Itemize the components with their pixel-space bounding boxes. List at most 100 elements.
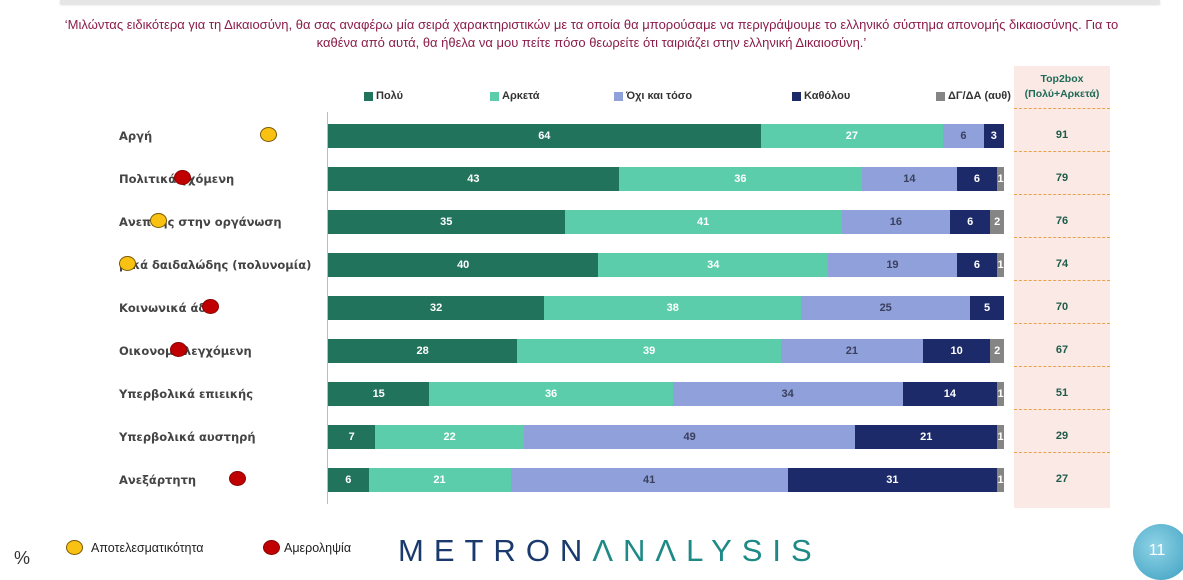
- legend-label: Όχι και τόσο: [626, 90, 693, 102]
- bar-value-label: 21: [433, 474, 446, 486]
- bar-value-label: 21: [845, 345, 858, 357]
- bar-segment: 41: [564, 210, 842, 234]
- bar-value-label: 64: [538, 130, 551, 142]
- category-label-text: Υπερβολικά αυστηρή: [119, 430, 256, 444]
- bar-value-label: 27: [845, 130, 858, 142]
- top2box-header: Top2box (Πολύ+Αρκετά): [1014, 72, 1110, 102]
- bar-segment: 25: [801, 296, 971, 320]
- logo-part-1: METRON: [398, 533, 593, 568]
- category-label-text: Ανεπ: [119, 215, 152, 229]
- bar-segment: 16: [841, 210, 950, 234]
- top2box-separator: [1014, 151, 1110, 152]
- impartiality-marker-icon: [263, 540, 280, 555]
- bar-segment: 1: [997, 425, 1004, 449]
- bar-value-label: 5: [984, 302, 991, 314]
- bar-value-label: 40: [457, 259, 470, 271]
- bar-value-label: 34: [707, 259, 720, 271]
- category-label-text: Αργή: [119, 129, 153, 143]
- bar-segment: 21: [855, 425, 998, 449]
- key-impartiality-label: Αμεροληψία: [284, 540, 352, 555]
- top2box-value: 27: [1055, 473, 1069, 485]
- bar-value-label: 34: [781, 388, 794, 400]
- impartiality-marker-icon: [170, 342, 187, 357]
- category-label-text: Κοινωνικά άδ: [119, 301, 207, 315]
- top2box-value: 76: [1055, 215, 1069, 227]
- bar-value-label: 1: [997, 173, 1004, 185]
- category-label-text: Πολιτικά: [119, 172, 181, 186]
- effectiveness-marker-icon: [66, 540, 83, 555]
- bar-value-label: 1: [997, 259, 1004, 271]
- bar-value-label: 15: [372, 388, 385, 400]
- bar-segment: 2: [990, 210, 1004, 234]
- survey-question: ‘Μιλώντας ειδικότερα για τη Δικαιοσύνη, …: [0, 16, 1183, 52]
- bar-row: 32 38 25 5: [328, 296, 1004, 320]
- bar-value-label: 2: [994, 345, 1001, 357]
- top2box-value: 29: [1055, 430, 1069, 442]
- question-line-2: καθένα από αυτά, θα ήθελα να μου πείτε π…: [316, 35, 867, 50]
- category-label: Ανεξάρτητη: [119, 473, 196, 487]
- bar-row: 7 22 49 21 1: [328, 425, 1004, 449]
- top2box-value: 79: [1055, 172, 1069, 184]
- bar-value-label: 31: [886, 474, 899, 486]
- top2box-separator: [1014, 108, 1110, 109]
- percent-unit: %: [14, 548, 31, 568]
- bar-segment: 6: [956, 167, 998, 191]
- bar-value-label: 14: [903, 173, 916, 185]
- bar-segment: 35: [328, 210, 565, 234]
- bar-value-label: 2: [994, 216, 1001, 228]
- bar-value-label: 43: [467, 173, 480, 185]
- bar-segment: 14: [862, 167, 957, 191]
- bar-row: 15 36 34 14 1: [328, 382, 1004, 406]
- bar-segment: 6: [328, 468, 369, 492]
- category-label-text: Υπερβολικά επιεικής: [119, 387, 254, 401]
- bar-row: 64 27 6 3: [328, 124, 1004, 148]
- legend-swatch: [792, 91, 801, 101]
- bar-segment: 1: [997, 382, 1004, 406]
- legend-label: ΔΓ/ΔΑ (αυθ): [948, 90, 1011, 102]
- question-line-1: ‘Μιλώντας ειδικότερα για τη Δικαιοσύνη, …: [64, 17, 1119, 32]
- bar-value-label: 6: [973, 259, 980, 271]
- category-label-tail: μικά δαιδαλώδης (πολυνομία): [119, 258, 312, 272]
- bar-value-label: 6: [960, 130, 967, 142]
- page-number-badge: 11: [1133, 524, 1183, 580]
- category-label: Ανεπκής στην οργάνωση: [119, 215, 282, 229]
- top2box-value: 67: [1055, 344, 1069, 356]
- bar-row: 40 34 19 6 1: [328, 253, 1004, 277]
- category-axis: [327, 112, 328, 504]
- legend-swatch: [614, 91, 623, 101]
- bar-segment: 10: [922, 339, 991, 363]
- bar-segment: 34: [598, 253, 829, 277]
- bar-segment: 32: [328, 296, 545, 320]
- bar-segment: 7: [328, 425, 376, 449]
- bar-value-label: 49: [683, 431, 696, 443]
- bar-segment: 21: [368, 468, 511, 492]
- bar-value-label: 6: [973, 173, 980, 185]
- bar-value-label: 10: [950, 345, 963, 357]
- category-label-tail: γχόμενη: [180, 172, 235, 186]
- bar-row: 28 39 21 10 2: [328, 339, 1004, 363]
- legend-item-katholou: Καθόλου: [792, 89, 850, 103]
- bar-value-label: 16: [889, 216, 902, 228]
- category-label: Υπερβολικά επιεικής: [119, 387, 253, 401]
- category-label: Υπερβολικά αυστηρή: [119, 430, 256, 444]
- effectiveness-marker-icon: [119, 256, 136, 271]
- category-label-tail: κής στην οργάνωση: [151, 215, 282, 229]
- bar-segment: 36: [429, 382, 673, 406]
- top2box-separator: [1014, 194, 1110, 195]
- category-label: Οικονομ ελεγχόμενη: [119, 344, 252, 358]
- legend-swatch: [364, 91, 373, 101]
- bar-segment: 36: [618, 167, 863, 191]
- metron-analysis-logo: METRONΛNΛLYSIS: [398, 533, 822, 569]
- bar-segment: 15: [328, 382, 430, 406]
- page-number: 11: [1148, 542, 1166, 559]
- bar-segment: 49: [524, 425, 856, 449]
- bar-segment: 28: [328, 339, 518, 363]
- legend-swatch: [490, 91, 499, 101]
- bar-segment: 14: [902, 382, 998, 406]
- bar-segment: 39: [517, 339, 781, 363]
- legend-item-poly: Πολύ: [364, 89, 403, 103]
- bar-value-label: 35: [440, 216, 453, 228]
- bar-value-label: 22: [443, 431, 456, 443]
- key-impartiality: Αμεροληψία: [263, 540, 351, 555]
- top2box-separator: [1014, 323, 1110, 324]
